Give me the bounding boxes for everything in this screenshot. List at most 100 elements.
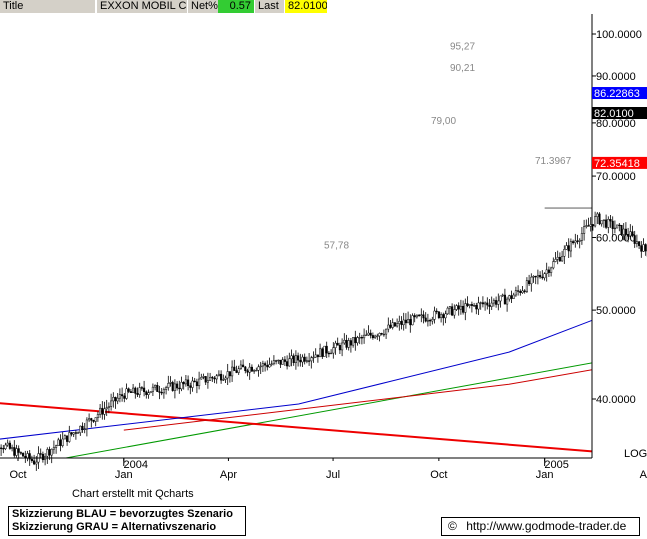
candle-body	[121, 394, 124, 397]
candle-body	[561, 256, 564, 262]
candle-body	[242, 364, 245, 368]
candle-body	[330, 352, 333, 355]
candle	[488, 298, 491, 315]
candle	[523, 289, 526, 294]
level-label: 90,21	[450, 63, 475, 74]
candle-body	[297, 355, 300, 361]
candle	[310, 355, 313, 369]
candle-body	[107, 406, 110, 408]
candle	[528, 274, 531, 286]
candle-body	[585, 225, 588, 227]
candle	[484, 301, 487, 311]
candle-body	[457, 305, 460, 310]
candle-body	[462, 305, 465, 313]
candle-body	[374, 335, 377, 339]
candle-body	[70, 432, 73, 435]
candle	[118, 388, 121, 403]
candle	[495, 296, 498, 308]
candle	[376, 333, 379, 340]
candle	[169, 376, 172, 387]
x-axis: OctJanAprJulOctJanAprJulOctJanAprJulOctJ…	[9, 458, 647, 481]
candle	[624, 222, 627, 241]
value-tag	[592, 107, 647, 120]
level-label: 79,00	[431, 116, 456, 127]
candle-body	[270, 363, 273, 365]
candle-body	[477, 302, 480, 310]
candle-body	[459, 305, 462, 310]
candle	[572, 239, 575, 245]
candle	[501, 293, 504, 297]
candle-body	[228, 371, 231, 377]
candle-body	[512, 294, 515, 299]
candle	[415, 314, 418, 319]
candle	[147, 389, 150, 399]
candle-body	[180, 381, 183, 390]
source-link[interactable]: © http://www.godmode-trader.de	[441, 517, 640, 536]
candle	[132, 383, 135, 393]
candle-body	[499, 295, 502, 302]
candle	[189, 382, 192, 395]
candle-body	[325, 345, 328, 354]
candle-body	[209, 376, 212, 381]
candle	[327, 351, 330, 358]
candle-body	[147, 392, 150, 395]
candle	[290, 349, 293, 367]
candle-body	[332, 347, 335, 354]
candle-body	[200, 377, 203, 380]
candle-body	[173, 383, 176, 391]
candle-body	[481, 302, 484, 305]
candle	[589, 217, 592, 232]
candle	[363, 328, 366, 344]
candle	[66, 435, 69, 446]
candle-body	[22, 452, 25, 457]
moving-average-line	[123, 369, 592, 431]
candle-body	[396, 323, 399, 327]
candle-body	[616, 224, 619, 229]
candle	[343, 333, 346, 345]
candle	[151, 383, 154, 397]
candle-body	[55, 445, 58, 448]
candle-body	[545, 269, 548, 275]
candle	[354, 330, 357, 351]
candle-body	[303, 356, 306, 362]
candle	[11, 444, 14, 452]
candle	[620, 224, 623, 236]
candle	[371, 332, 374, 340]
candle-body	[275, 360, 278, 362]
candle-body	[167, 383, 170, 388]
candle	[341, 338, 344, 357]
candle-body	[81, 425, 84, 430]
candle-body	[145, 391, 148, 395]
candle	[250, 364, 253, 372]
scenario-legend: Skizzierung BLAU = bevorzugtes Szenario …	[8, 506, 246, 536]
candle-body	[490, 302, 493, 307]
candle	[237, 365, 240, 375]
candle	[17, 445, 20, 459]
candle-body	[360, 337, 363, 339]
candle	[305, 356, 308, 364]
candle	[576, 234, 579, 245]
candle-body	[523, 290, 526, 292]
candle	[96, 411, 99, 422]
x-month-label: Jan	[536, 469, 554, 481]
candle-body	[187, 379, 190, 386]
trend-lines	[0, 362, 592, 458]
candle	[451, 303, 454, 317]
candle-body	[514, 290, 517, 296]
candle-body	[367, 332, 370, 336]
candle-body	[422, 314, 425, 319]
candle-body	[501, 294, 504, 297]
candle-body	[431, 319, 434, 322]
candle-body	[231, 366, 234, 377]
candle-body	[96, 414, 99, 418]
candle-body	[246, 370, 249, 373]
candle	[195, 378, 198, 394]
candle-body	[114, 396, 117, 402]
candle-body	[264, 363, 267, 366]
x-year-label: 2005	[544, 459, 568, 471]
candle-body	[162, 389, 165, 394]
candle-body	[154, 384, 157, 388]
candle-body	[149, 391, 152, 393]
candle	[393, 322, 396, 328]
candle	[411, 313, 414, 326]
